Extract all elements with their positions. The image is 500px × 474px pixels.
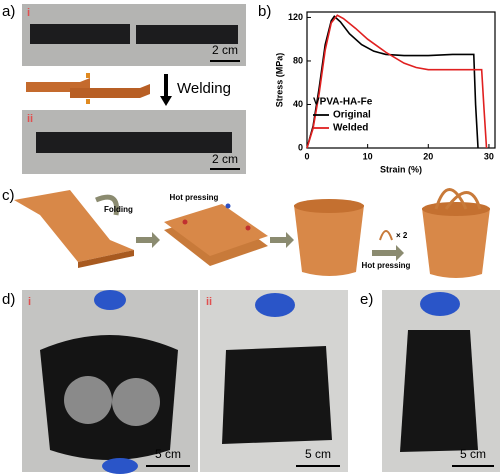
strip xyxy=(30,24,130,44)
flow-arrow xyxy=(372,245,404,261)
photo-label: i xyxy=(27,7,30,19)
weight xyxy=(112,378,160,426)
fold-arrow xyxy=(95,194,120,216)
x-tick-label: 30 xyxy=(484,151,494,161)
scale-text: 5 cm xyxy=(460,447,486,461)
y-tick-label: 40 xyxy=(293,99,303,109)
strip xyxy=(36,132,232,153)
glove xyxy=(420,292,460,316)
x-tick-label: 0 xyxy=(304,151,309,161)
glove xyxy=(102,458,138,474)
photo-label: i xyxy=(28,296,31,308)
sheet xyxy=(164,204,268,256)
bag-photo xyxy=(222,346,332,444)
y-tick-label: 80 xyxy=(293,55,303,65)
scale-text: 2 cm xyxy=(212,152,238,166)
x-tick-label: 20 xyxy=(423,151,433,161)
heater xyxy=(86,99,90,104)
step-text: × 2 xyxy=(396,231,408,240)
flow-arrow xyxy=(270,232,294,248)
step-text: Folding xyxy=(104,205,133,214)
sheet xyxy=(14,190,134,262)
arrow-head xyxy=(160,96,172,106)
step-text: Hot pressing xyxy=(170,193,219,202)
bag-photo xyxy=(400,330,478,452)
panel-label: b) xyxy=(258,3,271,20)
glove xyxy=(255,293,295,317)
strip xyxy=(136,25,238,44)
panel-label: c) xyxy=(2,187,15,204)
photo-label: ii xyxy=(27,113,33,125)
scale-text: 2 cm xyxy=(212,43,238,57)
heater xyxy=(182,219,188,225)
panel-label: e) xyxy=(360,291,373,308)
legend-title: VPVA-HA-Fe xyxy=(313,97,373,108)
heater xyxy=(245,225,251,231)
heater xyxy=(86,73,90,78)
bag-rim xyxy=(294,199,364,213)
weight xyxy=(64,376,112,424)
handle xyxy=(444,191,482,210)
flow-arrow xyxy=(136,232,160,248)
y-tick-label: 0 xyxy=(298,142,303,152)
chart: 0 40 80 120 0 10 20 30 Strain (%) Stress (MPa) VPV… xyxy=(274,11,496,174)
scale-text: 5 cm xyxy=(155,447,181,461)
strip-illustration xyxy=(70,84,150,98)
line xyxy=(306,14,488,149)
y-axis-label: Stress (MPa) xyxy=(274,53,284,108)
panel-label: a) xyxy=(2,3,15,20)
panel-label: d) xyxy=(2,291,15,308)
sheet-edge xyxy=(78,250,134,268)
handle xyxy=(434,188,468,210)
x-axis-label: Strain (%) xyxy=(380,164,422,174)
y-tick-label: 120 xyxy=(288,12,303,22)
plot-frame xyxy=(306,11,496,149)
legend-label: Original xyxy=(333,110,371,121)
bag xyxy=(422,203,490,278)
bag xyxy=(294,200,364,276)
scale-text: 5 cm xyxy=(305,447,331,461)
legend-label: Welded xyxy=(333,123,368,134)
glove xyxy=(94,290,126,310)
photo-label: ii xyxy=(206,296,212,308)
step-text: Hot pressing xyxy=(362,261,411,270)
arrow-text: Welding xyxy=(177,80,231,97)
handle xyxy=(379,230,393,241)
bag-rim xyxy=(422,202,490,216)
x-tick-label: 10 xyxy=(363,151,373,161)
heater xyxy=(225,203,231,209)
